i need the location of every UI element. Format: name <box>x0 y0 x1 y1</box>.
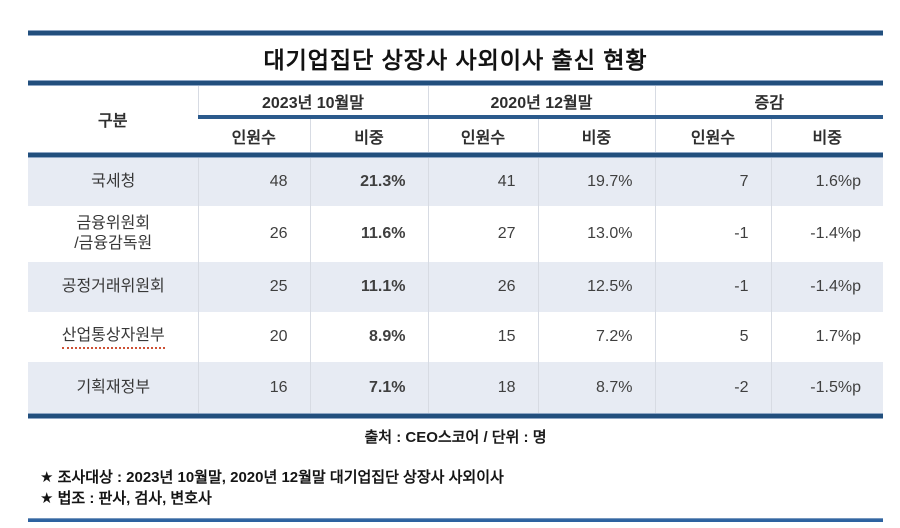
footnotes: ★ 조사대상 : 2023년 10월말, 2020년 12월말 대기업집단 상장… <box>28 467 900 509</box>
cell-value: -1 <box>654 206 771 262</box>
cell-value: 27 <box>427 206 538 262</box>
row-label-text: 산업통상자원부 <box>61 326 165 349</box>
spacer <box>28 509 900 518</box>
table-body: 국세청 48 21.3% 41 19.7% 7 1.6%p 금융위원회 /금융감… <box>28 158 883 413</box>
row-label: 산업통상자원부 <box>28 312 198 362</box>
cell-value: 25 <box>197 262 310 312</box>
cell-value: 11.1% <box>309 262 428 312</box>
cell-value: 19.7% <box>537 158 655 206</box>
group-header-2023: 2023년 10월말 <box>197 86 428 119</box>
sub-header-headcount-2023: 인원수 <box>198 117 310 152</box>
sub-header-share-2020: 비중 <box>537 117 655 152</box>
cell-value: 21.3% <box>309 158 428 206</box>
group-header-2020: 2020년 12월말 <box>427 86 655 119</box>
cell-value: -2 <box>654 362 771 413</box>
top-rule <box>28 30 883 36</box>
cell-value: 41 <box>427 158 538 206</box>
row-label: 공정거래위원회 <box>61 278 165 295</box>
bottom-rule <box>28 518 883 522</box>
source-note: 출처 : CEO스코어 / 단위 : 명 <box>364 429 547 446</box>
footnote-legal-definition: ★ 법조 : 판사, 검사, 변호사 <box>40 490 212 507</box>
row-label: 기획재정부 <box>76 378 151 396</box>
table-row: 기획재정부 16 7.1% 18 8.7% -2 -1.5%p <box>28 362 883 413</box>
footnote-survey-scope: ★ 조사대상 : 2023년 10월말, 2020년 12월말 대기업집단 상장… <box>40 469 504 486</box>
cell-value: 15 <box>427 312 538 362</box>
row-label: 국세청 <box>91 173 136 190</box>
table-row: 공정거래위원회 25 11.1% 26 12.5% -1 -1.4%p <box>28 262 883 312</box>
cell-value: 16 <box>197 362 310 413</box>
sub-header-headcount-2020: 인원수 <box>427 117 538 152</box>
cell-value: 8.9% <box>309 312 428 362</box>
cell-value: -1 <box>654 262 771 312</box>
table-row: 금융위원회 /금융감독원 26 11.6% 27 13.0% -1 -1.4%p <box>28 206 883 262</box>
cell-value: 5 <box>654 312 771 362</box>
cell-value: 26 <box>197 206 310 262</box>
group-header-change: 증감 <box>654 86 884 119</box>
statistics-table: 대기업집단 상장사 사외이사 출신 현황 구분 2023년 10월말 2020년… <box>28 30 884 453</box>
title-bottom-rule <box>28 80 883 86</box>
table-row: 국세청 48 21.3% 41 19.7% 7 1.6%p <box>28 158 883 206</box>
cell-value: 20 <box>197 312 310 362</box>
row-label: 금융위원회 /금융감독원 <box>74 215 153 252</box>
table-row: 산업통상자원부 20 8.9% 15 7.2% 5 1.7%p <box>28 312 883 362</box>
cell-value: 1.7%p <box>770 312 883 362</box>
body-bottom-rule <box>28 413 883 419</box>
cell-value: 7.1% <box>309 362 428 413</box>
cell-value: 48 <box>197 158 310 206</box>
sub-header-share-2023: 비중 <box>309 117 428 152</box>
table-header: 구분 2023년 10월말 2020년 12월말 증감 인원수 비중 인원수 비… <box>28 86 884 152</box>
cell-value: 26 <box>427 262 538 312</box>
cell-value: 7 <box>654 158 771 206</box>
cell-value: -1.5%p <box>770 362 883 413</box>
header-bottom-rule <box>28 152 883 158</box>
corner-header: 구분 <box>28 86 198 152</box>
cell-value: 1.6%p <box>770 158 883 206</box>
sub-header-share-change: 비중 <box>770 117 884 152</box>
cell-value: 18 <box>427 362 538 413</box>
cell-value: 11.6% <box>309 206 428 262</box>
cell-value: 12.5% <box>537 262 655 312</box>
cell-value: 8.7% <box>537 362 655 413</box>
cell-value: 13.0% <box>537 206 655 262</box>
sub-header-headcount-change: 인원수 <box>654 117 771 152</box>
cell-value: 7.2% <box>537 312 655 362</box>
table-title: 대기업집단 상장사 사외이사 출신 현황 <box>263 47 648 73</box>
cell-value: -1.4%p <box>770 206 883 262</box>
cell-value: -1.4%p <box>770 262 883 312</box>
